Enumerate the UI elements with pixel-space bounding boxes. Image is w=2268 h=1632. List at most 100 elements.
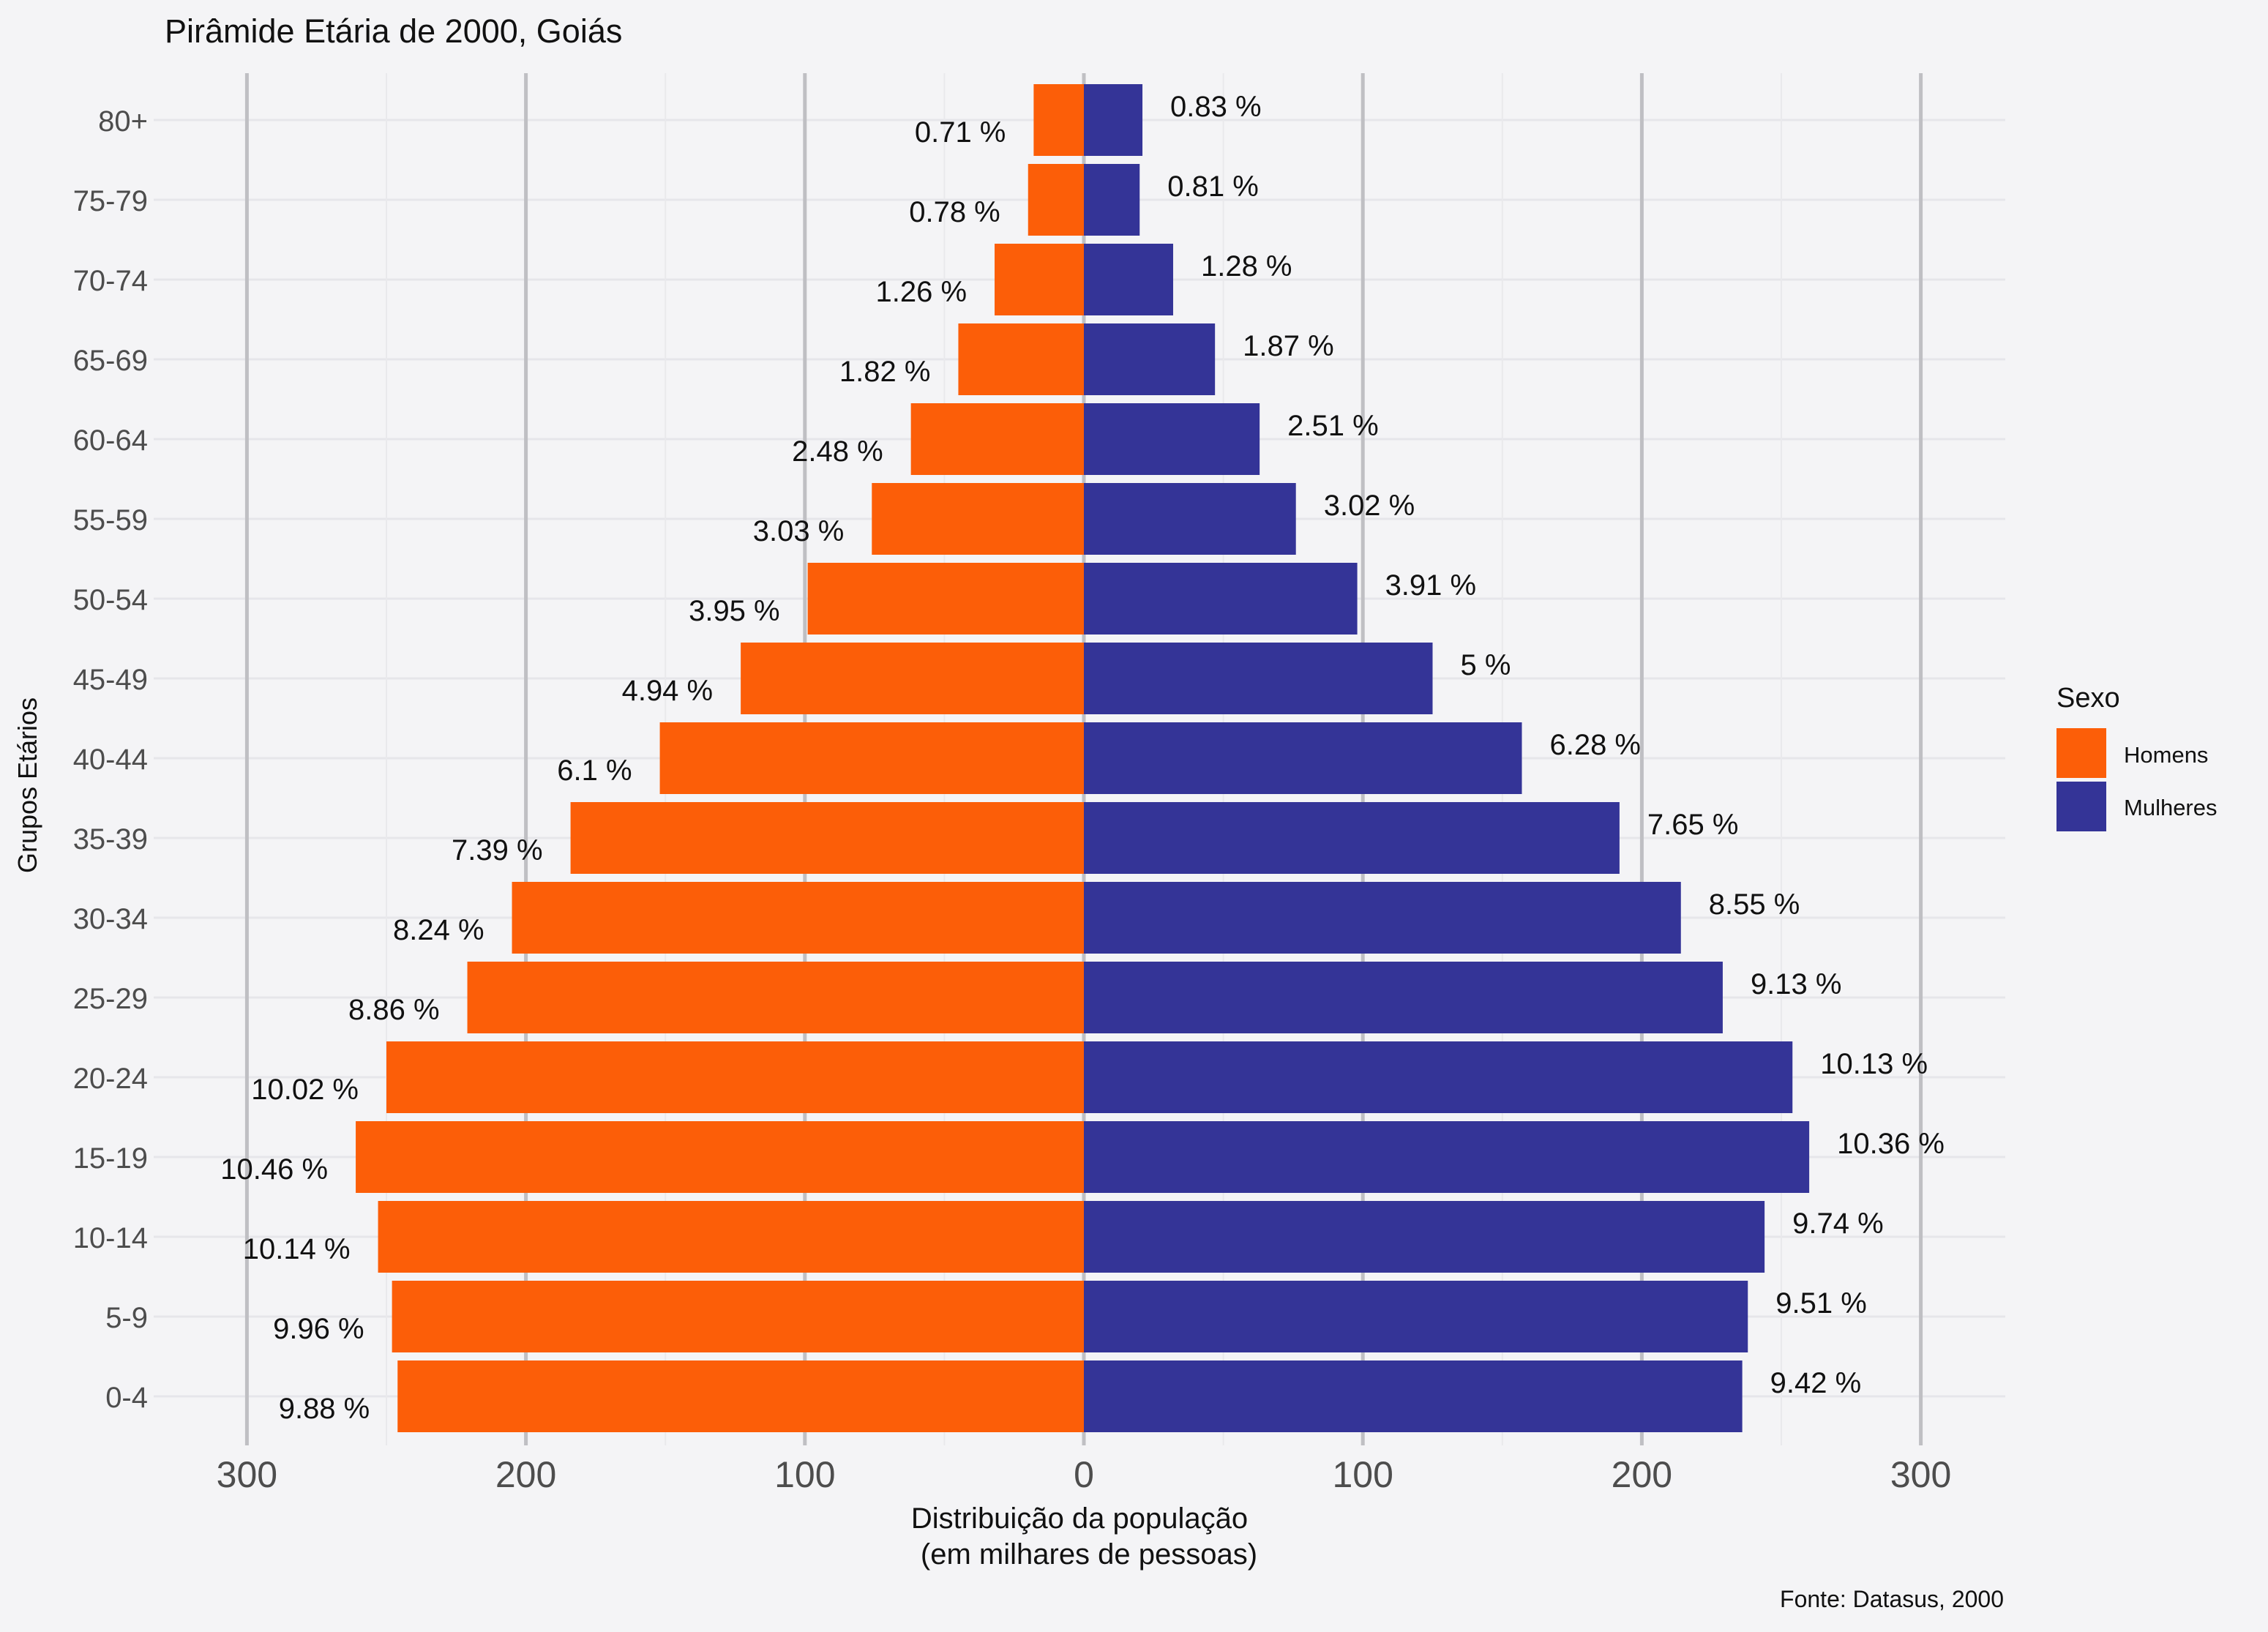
y-axis-title: Grupos Etários: [12, 697, 42, 873]
chart-caption: Fonte: Datasus, 2000: [1780, 1586, 2004, 1612]
bar-mulheres: [1084, 84, 1143, 156]
bar-homens: [995, 244, 1084, 315]
bar-mulheres: [1084, 882, 1681, 954]
bar-homens: [356, 1121, 1084, 1193]
data-label-mulheres: 9.13 %: [1751, 968, 1842, 1000]
data-label-mulheres: 10.36 %: [1837, 1128, 1945, 1160]
data-label-mulheres: 7.65 %: [1647, 809, 1739, 841]
bar-homens: [741, 643, 1084, 714]
bar-homens: [512, 882, 1084, 954]
data-label-mulheres: 2.51 %: [1287, 410, 1379, 442]
data-label-mulheres: 9.74 %: [1792, 1208, 1884, 1240]
bar-homens: [872, 483, 1084, 555]
y-tick-label: 80+: [98, 105, 148, 138]
bar-mulheres: [1084, 403, 1260, 475]
y-tick-label: 20-24: [73, 1063, 148, 1095]
data-label-homens: 10.14 %: [243, 1233, 351, 1265]
data-label-mulheres: 0.81 %: [1167, 171, 1259, 203]
data-label-homens: 1.82 %: [839, 356, 931, 388]
legend-label-mulheres: Mulheres: [2124, 795, 2218, 820]
legend-swatch-mulheres: [2056, 782, 2106, 831]
data-label-mulheres: 3.91 %: [1385, 569, 1477, 602]
x-tick-label: 300: [1890, 1454, 1951, 1495]
bar-mulheres: [1084, 802, 1620, 874]
bar-homens: [659, 722, 1084, 794]
data-label-homens: 4.94 %: [622, 675, 714, 707]
data-label-homens: 1.26 %: [875, 276, 967, 308]
bar-homens: [386, 1041, 1084, 1113]
data-label-mulheres: 9.51 %: [1775, 1287, 1867, 1320]
bar-mulheres: [1084, 1121, 1810, 1193]
x-tick-label: 100: [1332, 1454, 1393, 1495]
y-tick-label: 50-54: [73, 584, 148, 616]
data-label-homens: 10.46 %: [220, 1153, 328, 1186]
x-tick-label: 300: [217, 1454, 277, 1495]
bar-homens: [378, 1201, 1084, 1273]
y-tick-label: 70-74: [73, 265, 148, 297]
y-tick-label: 40-44: [73, 744, 148, 776]
y-axis: 0-4 5-9 10-14 15-19 20-24 25-29 30-34 35-39 40-4…: [73, 105, 148, 1414]
data-label-homens: 8.24 %: [393, 914, 484, 946]
y-tick-label: 75-79: [73, 185, 148, 217]
data-label-homens: 3.95 %: [689, 595, 780, 627]
data-label-homens: 9.88 %: [279, 1393, 370, 1425]
data-label-homens: 8.86 %: [348, 994, 440, 1026]
y-tick-label: 25-29: [73, 983, 148, 1015]
data-label-mulheres: 5 %: [1461, 649, 1511, 681]
legend-label-homens: Homens: [2124, 742, 2208, 768]
bar-homens: [910, 403, 1084, 475]
bar-mulheres: [1084, 1201, 1765, 1273]
y-tick-label: 10-14: [73, 1222, 148, 1254]
data-label-mulheres: 3.02 %: [1324, 490, 1415, 522]
bar-homens: [392, 1281, 1084, 1352]
x-axis-title-line1: Distribuição da população: [911, 1502, 1248, 1535]
y-tick-label: 55-59: [73, 504, 148, 536]
legend-swatch-homens: [2056, 728, 2106, 778]
bar-mulheres: [1084, 1281, 1748, 1352]
legend-title: Sexo: [2056, 683, 2120, 714]
data-label-homens: 2.48 %: [792, 435, 883, 468]
bar-homens: [397, 1360, 1084, 1432]
y-tick-label: 5-9: [105, 1302, 148, 1334]
data-label-homens: 10.02 %: [251, 1074, 359, 1106]
data-label-homens: 3.03 %: [753, 515, 845, 547]
bar-homens: [1028, 164, 1084, 236]
data-label-mulheres: 9.42 %: [1770, 1367, 1862, 1399]
bar-mulheres: [1084, 244, 1173, 315]
y-tick-label: 60-64: [73, 424, 148, 457]
bar-mulheres: [1084, 962, 1723, 1033]
x-axis: 300 200 100 0 100 200 300: [217, 1454, 1952, 1495]
bar-mulheres: [1084, 1360, 1743, 1432]
y-tick-label: 45-49: [73, 664, 148, 696]
x-tick-label: 100: [774, 1454, 835, 1495]
y-tick-label: 0-4: [105, 1382, 148, 1414]
bar-mulheres: [1084, 563, 1358, 635]
bar-mulheres: [1084, 323, 1216, 395]
bar-mulheres: [1084, 1041, 1793, 1113]
data-label-mulheres: 1.87 %: [1243, 330, 1334, 362]
bars: [356, 84, 1810, 1432]
y-tick-label: 15-19: [73, 1142, 148, 1175]
x-tick-label: 200: [495, 1454, 556, 1495]
data-label-mulheres: 10.13 %: [1820, 1048, 1928, 1080]
data-label-homens: 6.1 %: [557, 755, 632, 787]
bar-mulheres: [1084, 643, 1433, 714]
bar-mulheres: [1084, 722, 1522, 794]
chart-title: Pirâmide Etária de 2000, Goiás: [165, 12, 622, 50]
y-tick-label: 35-39: [73, 823, 148, 856]
data-label-homens: 9.96 %: [273, 1313, 364, 1345]
bar-homens: [807, 563, 1084, 635]
x-tick-label: 200: [1612, 1454, 1672, 1495]
data-label-homens: 0.78 %: [909, 196, 1000, 228]
data-label-mulheres: 0.83 %: [1170, 91, 1262, 123]
bar-homens: [1033, 84, 1084, 156]
x-tick-label: 0: [1074, 1454, 1094, 1495]
data-label-mulheres: 6.28 %: [1549, 729, 1641, 761]
bar-homens: [958, 323, 1084, 395]
y-tick-label: 30-34: [73, 903, 148, 935]
data-label-mulheres: 8.55 %: [1709, 888, 1800, 921]
y-tick-label: 65-69: [73, 345, 148, 377]
bar-homens: [570, 802, 1084, 874]
